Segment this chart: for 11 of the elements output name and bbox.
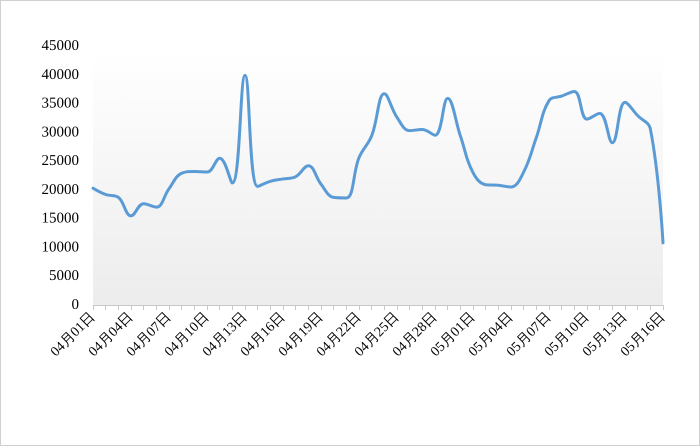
- y-tick-label: 35000: [42, 96, 79, 112]
- y-tick-label: 20000: [42, 182, 79, 198]
- y-tick-label: 25000: [42, 153, 79, 170]
- y-tick-label: 10000: [42, 239, 79, 256]
- y-tick-label: 30000: [42, 124, 79, 140]
- y-tick-label: 40000: [42, 66, 79, 83]
- y-tick-label: 15000: [42, 210, 79, 227]
- y-tick-label: 5000: [49, 268, 79, 284]
- y-tick-label: 45000: [42, 38, 79, 54]
- line-series: [92, 74, 664, 244]
- y-tick-label: 0: [72, 297, 79, 313]
